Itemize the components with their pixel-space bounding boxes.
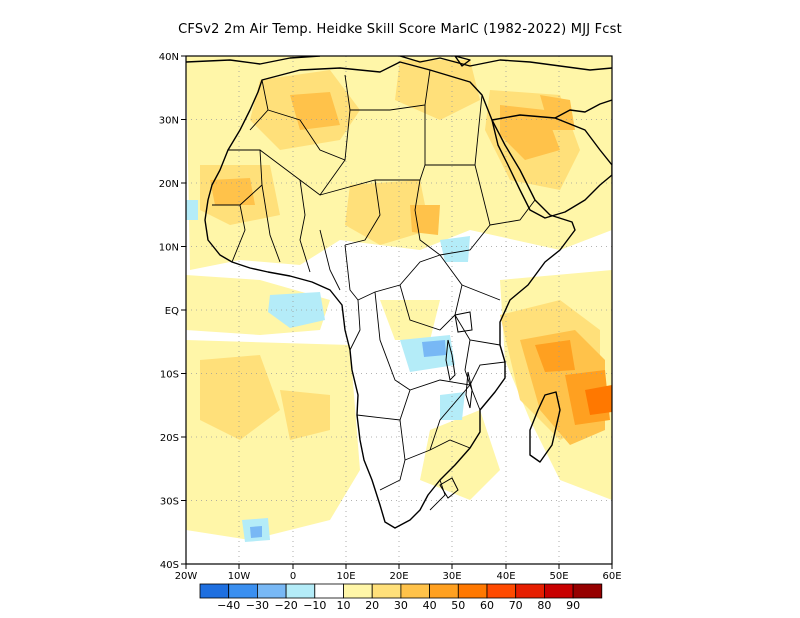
colorbar-swatch	[486, 583, 517, 599]
colorbar-swatch	[515, 583, 545, 599]
colorbar-swatch	[228, 583, 258, 599]
colorbar-label: 30	[394, 599, 408, 612]
colorbar-label: 90	[566, 599, 580, 612]
colorbar-swatch	[544, 583, 574, 599]
colorbar-label: 70	[509, 599, 523, 612]
colorbar-swatch	[343, 583, 373, 599]
country-borders	[212, 69, 536, 511]
colorbar-label: 40	[423, 599, 437, 612]
colorbar-swatch	[314, 583, 344, 599]
lat-tick-label: 10N	[159, 243, 179, 254]
lat-tick-label: 30S	[160, 497, 179, 508]
lon-tick-label: 20E	[389, 571, 408, 582]
colorbar-label: −10	[303, 599, 326, 612]
lon-tick-label: 40E	[496, 571, 515, 582]
lat-tick-label: 40S	[160, 560, 179, 571]
colorbar-label: −40	[217, 599, 240, 612]
lon-tick-label: 60E	[602, 571, 621, 582]
lat-lon-grid	[186, 56, 612, 564]
lat-tick-label: EQ	[165, 306, 179, 317]
colorbar-swatch	[400, 583, 430, 599]
colorbar-label: −20	[274, 599, 297, 612]
colorbar-label: 20	[365, 599, 379, 612]
colorbar-swatch	[429, 583, 459, 599]
lon-tick-label: 10E	[336, 571, 355, 582]
colorbar-swatch	[256, 583, 287, 599]
lat-tick-label: 10S	[160, 370, 179, 381]
lat-tick-label: 40N	[159, 52, 179, 63]
colorbar-label: 10	[337, 599, 351, 612]
lon-tick-label: 20W	[175, 571, 198, 582]
colorbar-label: 80	[537, 599, 551, 612]
colorbar-label: −30	[246, 599, 269, 612]
colorbar-swatch	[457, 583, 488, 599]
colorbar-swatch	[371, 583, 402, 599]
lat-tick-label: 20N	[159, 179, 179, 190]
lakes	[439, 311, 473, 499]
lat-tick-label: 20S	[160, 433, 179, 444]
lon-axis: 20W 10W 0 10E 20E 30E 40E 50E 60E	[175, 564, 622, 582]
lat-tick-label: 30N	[159, 116, 179, 127]
colorbar-label: 60	[480, 599, 494, 612]
lon-tick-label: 30E	[442, 571, 461, 582]
lon-tick-label: 10W	[228, 571, 251, 582]
map-title: CFSv2 2m Air Temp. Heidke Skill Score Ma…	[178, 22, 622, 37]
map-plot-area	[186, 56, 612, 564]
lat-axis: 40N 30N 20N 10N EQ 10S 20S 30S 40S	[159, 52, 186, 571]
lon-tick-label: 50E	[549, 571, 568, 582]
coastlines	[186, 56, 612, 529]
colorbar-swatch	[572, 583, 603, 599]
lon-tick-label: 0	[290, 571, 296, 582]
colorbar-label: 50	[451, 599, 465, 612]
colorbar: −40 −30 −20 −10 10 20 30 40 50 60 70 80 90	[199, 583, 603, 612]
colorbar-swatch	[199, 583, 230, 599]
colorbar-swatch	[285, 583, 316, 599]
